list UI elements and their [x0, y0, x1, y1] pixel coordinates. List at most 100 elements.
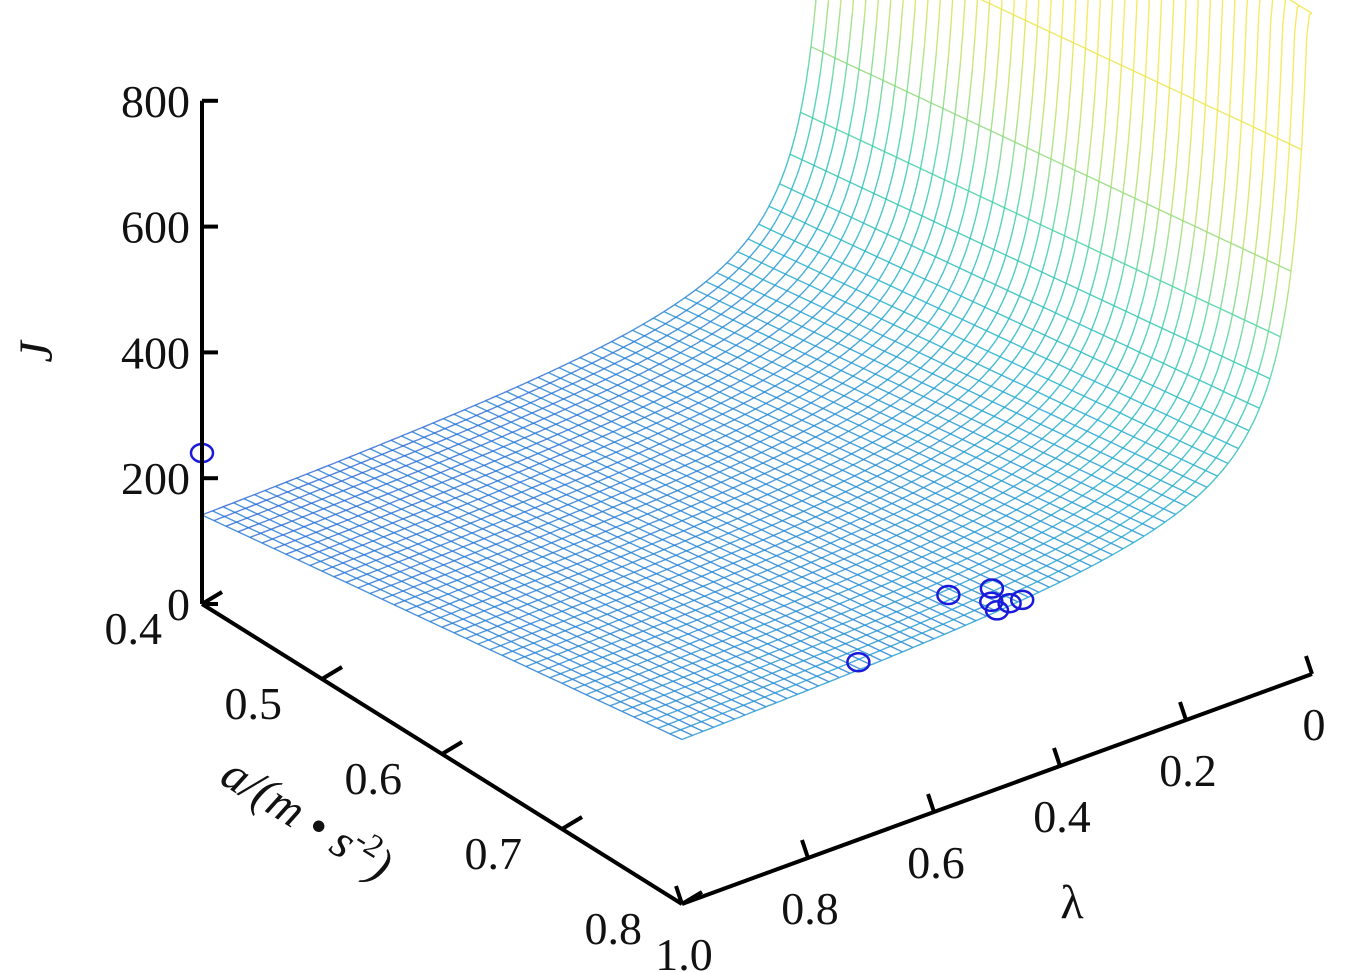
surface-line-a [451, 528, 456, 532]
surface-line-a [1015, 199, 1020, 214]
surface-line-a [703, 336, 708, 340]
surface-line-a [746, 502, 750, 505]
surface-line-a [645, 426, 649, 429]
surface-line-a [721, 502, 725, 505]
surface-line-a [419, 572, 423, 575]
surface-line-a [612, 484, 616, 487]
surface-line-a [402, 475, 406, 479]
surface-line-a [778, 295, 783, 299]
surface-line-a [625, 552, 629, 556]
surface-line-a [628, 400, 632, 404]
surface-line-a [700, 478, 705, 481]
surface-line-a [803, 140, 808, 151]
surface-line-a [695, 287, 699, 291]
surface-line-a [946, 337, 950, 342]
surface-line-a [692, 380, 696, 383]
surface-line-a [896, 35, 901, 64]
surface-line-a [496, 531, 501, 535]
surface-line-a [811, 278, 816, 283]
surface-line-a [831, 312, 836, 317]
surface-line-a [685, 506, 689, 510]
surface-line-a [432, 494, 436, 498]
surface-line-a [459, 452, 463, 455]
surface-line-a [455, 496, 459, 499]
surface-line-a [736, 473, 740, 476]
surface-line-a [667, 319, 672, 323]
surface-line-a [709, 496, 713, 500]
surface-line-a [307, 533, 312, 537]
surface-line-a [637, 384, 641, 388]
surface-line-a [542, 406, 546, 410]
surface-line-a [905, 251, 910, 258]
surface-line-a [564, 483, 568, 486]
surface-line-a [665, 370, 670, 374]
surface-line-a [549, 489, 553, 492]
surface-line-a [993, 240, 998, 250]
surface-line-a [636, 361, 640, 365]
surface-line-a [502, 529, 506, 532]
surface-line-a [645, 480, 649, 484]
surface-line-a [555, 422, 559, 425]
surface-line-a [937, 128, 942, 146]
surface-line-a [369, 447, 373, 450]
surface-line-a [803, 429, 807, 433]
surface-line-a [641, 471, 645, 475]
surface-line-a [920, 395, 924, 400]
surface-line-a [814, 358, 818, 362]
surface-line-a [658, 453, 662, 457]
surface-line-a [535, 568, 540, 571]
surface-line-a [465, 564, 469, 568]
surface-line-a [804, 416, 808, 420]
surface-line-a [730, 453, 735, 457]
surface-line-a [786, 449, 790, 453]
surface-line-a [847, 249, 852, 256]
surface-line-a [832, 437, 836, 441]
surface-line-a [333, 482, 337, 485]
surface-line-a [586, 363, 590, 367]
surface-line-a [269, 517, 273, 521]
surface-line-a [653, 340, 657, 344]
surface-line-a [602, 434, 606, 438]
surface-line-a [315, 489, 319, 493]
surface-line-a [645, 459, 649, 462]
surface-line-a [400, 538, 404, 542]
surface-line-a [459, 525, 463, 529]
surface-line-a [350, 465, 354, 468]
surface-line-a [748, 253, 753, 258]
surface-line-a [385, 440, 389, 444]
surface-line-a [408, 587, 412, 590]
surface-line-a [717, 284, 722, 288]
surface-line-a [768, 423, 772, 427]
surface-line-a [925, 391, 930, 396]
surface-line-a [770, 347, 774, 351]
surface-line-a [650, 532, 654, 535]
surface-line-a [345, 467, 349, 470]
surface-line-a [532, 527, 536, 531]
surface-line-a [791, 282, 796, 286]
surface-line-a [702, 350, 706, 353]
surface-line-a [764, 389, 768, 393]
surface-line-a [534, 505, 538, 509]
surface-line-a [870, 51, 875, 75]
surface-line-a [974, 0, 979, 38]
surface-line-a [824, 378, 829, 382]
surface-line-a [964, 354, 969, 359]
surface-line-a [482, 495, 487, 498]
surface-line-a [352, 516, 356, 519]
surface-line-a [832, 373, 837, 377]
surface-line-a [549, 510, 553, 513]
surface-line-a [866, 240, 871, 247]
surface-line-a [666, 493, 670, 496]
surface-line-a [712, 462, 716, 465]
surface-line-a [460, 441, 465, 444]
surface-line-a [947, 26, 952, 59]
surface-line-a [382, 441, 387, 445]
surface-line-a [742, 413, 746, 417]
surface-line-a [321, 569, 325, 572]
surface-line-a [342, 489, 346, 492]
surface-line-a [1038, 130, 1043, 154]
surface-line-a [575, 499, 579, 503]
surface-line-a [738, 483, 742, 487]
surface-line-a [775, 343, 779, 347]
surface-line-a [668, 448, 672, 452]
